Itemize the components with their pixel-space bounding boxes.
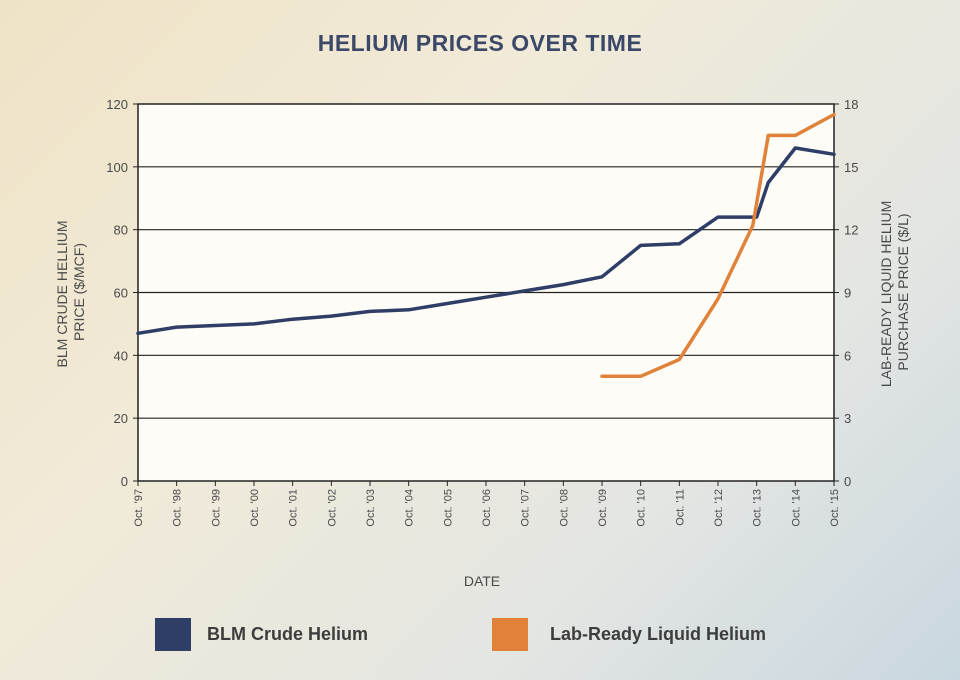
x-axis-ticks: Oct. '97 Oct. '98 Oct. '99 Oct. '00 Oct. '01… [133,481,841,527]
left-tick-label: 60 [114,286,128,301]
gridlines [138,166,834,419]
series-line-lab-ready-liquid-helium [600,112,836,379]
x-tick-label: Oct. '06 [481,489,493,527]
left-tick-label: 0 [121,474,128,489]
x-tick-label: Oct. '14 [790,489,802,527]
series-lines [136,112,836,379]
left-axis-label-line-1: BLM CRUDE HELLIUM [54,220,70,367]
left-axis-label-line-2: PRICE ($/MCF) [71,243,87,341]
right-tick-label: 0 [844,474,851,489]
left-tick-label: 80 [114,223,128,238]
x-tick-label: Oct. '99 [210,489,222,527]
x-tick-label: Oct. '13 [752,489,764,527]
right-tick-label: 12 [844,223,858,238]
right-tick-label: 3 [844,411,851,426]
right-axis-label: LAB-READY LIQUID HELIUM PURCHASE PRICE (… [878,197,911,387]
x-tick-label: Oct. '98 [172,489,184,527]
x-tick-label: Oct. '05 [442,489,454,527]
right-tick-label: 15 [844,160,858,175]
x-tick-label: Oct. '00 [249,489,261,527]
x-tick-label: Oct. '10 [636,489,648,527]
x-tick-label: Oct. '04 [404,489,416,527]
legend-label-lab-ready: Lab-Ready Liquid Helium [550,624,766,644]
chart-title: HELIUM PRICES OVER TIME [317,30,643,56]
x-tick-label: Oct. '02 [326,489,338,527]
right-tick-label: 6 [844,348,851,363]
x-tick-label: Oct. '11 [674,489,686,526]
right-axis-ticks: 0 3 6 9 12 15 18 [834,97,858,489]
left-axis-ticks: 0 20 40 60 80 100 120 [106,97,138,489]
x-axis-label: DATE [464,573,500,589]
right-tick-label: 18 [844,97,858,112]
x-tick-label: Oct. '12 [713,489,725,527]
x-tick-label: Oct. '15 [829,489,841,527]
right-axis-label-line-2: PURCHASE PRICE ($/L) [895,213,911,370]
right-axis-label-line-1: LAB-READY LIQUID HELIUM [878,201,894,387]
legend-label-blm: BLM Crude Helium [207,624,368,644]
x-tick-label: Oct. '09 [597,489,609,527]
left-tick-label: 20 [114,411,128,426]
x-tick-label: Oct. '97 [133,489,145,527]
x-tick-label: Oct. '01 [288,489,300,527]
legend: BLM Crude Helium Lab-Ready Liquid Helium [155,618,766,651]
legend-swatch-lab-ready [492,618,528,651]
left-tick-label: 100 [106,160,128,175]
left-axis-label: BLM CRUDE HELLIUM PRICE ($/MCF) [54,217,87,368]
right-tick-label: 9 [844,286,851,301]
x-tick-label: Oct. '08 [558,489,570,527]
legend-swatch-blm [155,618,191,651]
series-line-blm-crude-helium [136,146,836,336]
x-tick-label: Oct. '03 [365,489,377,527]
left-tick-label: 120 [106,97,128,112]
left-tick-label: 40 [114,348,128,363]
x-tick-label: Oct. '07 [520,489,532,527]
